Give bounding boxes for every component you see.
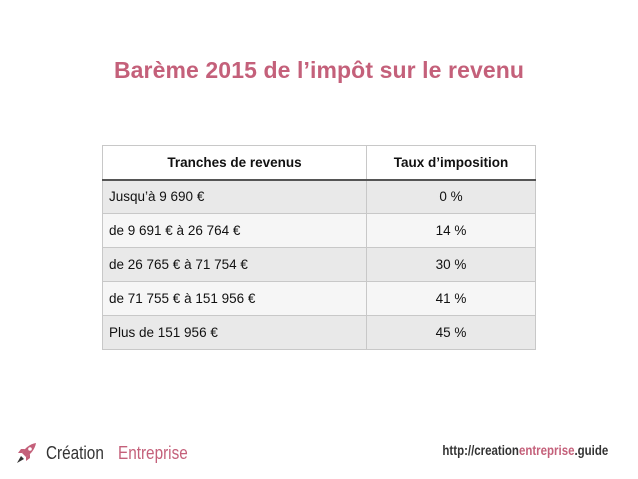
income-range-cell: de 71 755 € à 151 956 €: [102, 281, 367, 316]
table-row: de 9 691 € à 26 764 € 14 %: [102, 213, 536, 248]
tax-rate-cell: 30 %: [366, 247, 536, 282]
header-tax-rate: Taux d’imposition: [366, 145, 536, 181]
income-range-cell: de 26 765 € à 71 754 €: [102, 247, 367, 282]
tax-rate-cell: 14 %: [366, 213, 536, 248]
page-title: Barème 2015 de l’impôt sur le revenu: [113, 57, 525, 83]
table-row: de 71 755 € à 151 956 € 41 %: [102, 281, 536, 316]
header-income-brackets: Tranches de revenus: [102, 145, 367, 181]
tax-rate-cell: 41 %: [366, 281, 536, 316]
income-range-cell: Jusqu’à 9 690 €: [102, 179, 367, 214]
rocket-icon: [17, 443, 36, 463]
tax-rate-cell: 45 %: [366, 315, 536, 350]
tax-bracket-table: Tranches de revenus Taux d’imposition Ju…: [102, 145, 536, 350]
table-row: de 26 765 € à 71 754 € 30 %: [102, 247, 536, 282]
website-url: http://creationentreprise.guide: [442, 442, 608, 458]
brand-logo: Création Entreprise: [14, 438, 196, 468]
table-header-row: Tranches de revenus Taux d’imposition: [102, 145, 536, 181]
brand-name-part1: Création: [46, 442, 104, 463]
url-part1: http://creation: [442, 442, 519, 458]
brand-name-part2: Entreprise: [118, 442, 188, 463]
income-range-cell: Plus de 151 956 €: [102, 315, 367, 350]
brand-name: Création Entreprise: [46, 443, 196, 464]
tax-rate-cell: 0 %: [366, 179, 536, 214]
table-row: Plus de 151 956 € 45 %: [102, 315, 536, 350]
income-range-cell: de 9 691 € à 26 764 €: [102, 213, 367, 248]
table-row: Jusqu’à 9 690 € 0 %: [102, 179, 536, 214]
url-part2: entreprise: [518, 442, 575, 458]
url-part3: .guide: [574, 442, 608, 458]
